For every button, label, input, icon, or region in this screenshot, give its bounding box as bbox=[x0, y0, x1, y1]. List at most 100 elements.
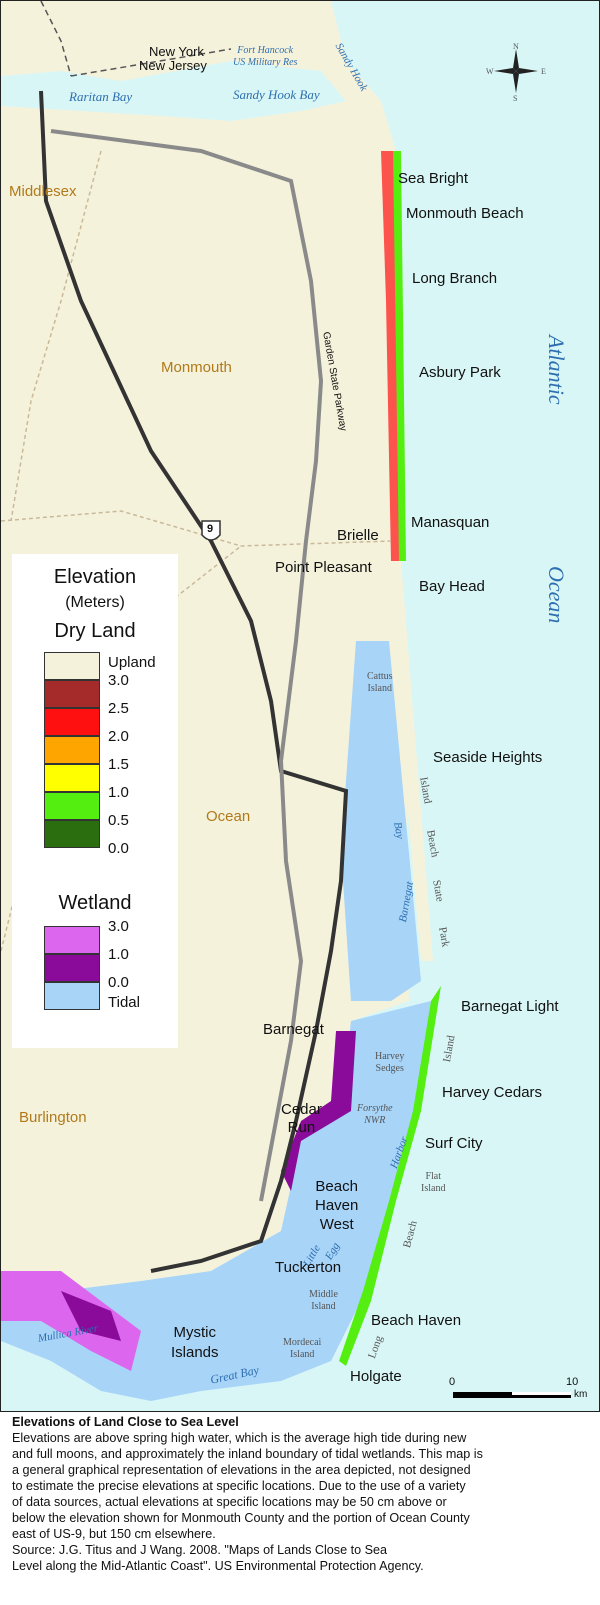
caption-title: Elevations of Land Close to Sea Level bbox=[12, 1415, 239, 1429]
caption-line: Level along the Mid-Atlantic Coast". US … bbox=[12, 1559, 424, 1573]
legend-units: (Meters) bbox=[65, 594, 125, 611]
wetland-mullica bbox=[1, 1271, 141, 1371]
legend-value-dry: 2.5 bbox=[108, 700, 129, 717]
place-bay-head: Bay Head bbox=[419, 578, 485, 595]
place-tuckerton: Tuckerton bbox=[275, 1259, 342, 1276]
coastal-fringe-green bbox=[393, 151, 406, 561]
legend-swatch-dry bbox=[44, 764, 100, 792]
caption-line: to estimate the precise elevations at sp… bbox=[12, 1479, 466, 1493]
route-9-shield-icon bbox=[201, 520, 221, 541]
county-line bbox=[1, 545, 242, 952]
place-beach-haven: Beach Haven bbox=[371, 1312, 462, 1329]
caption-line: Source: J.G. Titus and J Wang. 2008. "Ma… bbox=[12, 1543, 388, 1557]
place-sea-bright: Sea Bright bbox=[398, 170, 469, 187]
caption-line: of data sources, actual elevations at sp… bbox=[12, 1495, 447, 1509]
legend-value-dry: 0.0 bbox=[108, 840, 129, 857]
legend: Elevation (Meters) Dry Land Wetland Upla… bbox=[12, 554, 178, 1048]
legend-label-upland: Upland bbox=[108, 654, 156, 671]
lbi bbox=[339, 986, 441, 1366]
county-middlesex: Middlesex bbox=[9, 183, 77, 200]
label-route-9: 9 bbox=[207, 523, 214, 535]
legend-swatch-dry bbox=[44, 820, 100, 848]
label-raritan-bay: Raritan Bay bbox=[69, 89, 133, 104]
compass-rose-icon bbox=[494, 49, 538, 93]
wetland-forsythe bbox=[281, 1031, 356, 1191]
label-harvey-sedges: Harvey Sedges bbox=[375, 1051, 405, 1074]
label-sandy-hook-bay: Sandy Hook Bay bbox=[233, 87, 320, 102]
scale-unit: km bbox=[574, 1389, 588, 1400]
label-fort-hancock: Fort Hancock US Military Res bbox=[233, 45, 298, 68]
county-ocean: Ocean bbox=[206, 808, 251, 825]
legend-title: Elevation bbox=[53, 566, 137, 588]
county-burlington: Burlington bbox=[19, 1109, 87, 1126]
label-new-york: New York bbox=[149, 44, 204, 59]
caption-line: below the elevation shown for Monmouth C… bbox=[12, 1511, 470, 1525]
caption-line: east of US-9, but 150 cm elsewhere. bbox=[12, 1527, 216, 1541]
place-manasquan: Manasquan bbox=[411, 514, 490, 531]
legend-swatch-wet bbox=[44, 954, 100, 982]
label-ocean: Ocean bbox=[544, 566, 569, 624]
place-asbury-park: Asbury Park bbox=[419, 364, 501, 381]
state-line bbox=[70, 48, 232, 77]
caption-line: a general graphical representation of el… bbox=[12, 1463, 471, 1477]
legend-value-dry: 1.0 bbox=[108, 784, 129, 801]
state-line bbox=[40, 1, 72, 77]
legend-value-wet: 1.0 bbox=[108, 946, 129, 963]
legend-value-dry: 3.0 bbox=[108, 672, 129, 689]
lbi-tidal bbox=[1, 1001, 431, 1401]
place-monmouth-beach: Monmouth Beach bbox=[406, 205, 524, 222]
place-holgate: Holgate bbox=[350, 1368, 402, 1385]
place-long-branch: Long Branch bbox=[412, 270, 498, 287]
caption-line: and full moons, and approximately the in… bbox=[12, 1447, 483, 1461]
wetland-mullica-dark bbox=[61, 1291, 121, 1341]
county-monmouth: Monmouth bbox=[161, 359, 232, 376]
raritan-bay bbox=[1, 61, 346, 121]
place-surf-city: Surf City bbox=[425, 1135, 483, 1152]
legend-value-dry: 0.5 bbox=[108, 812, 129, 829]
place-barnegat-light: Barnegat Light bbox=[461, 998, 559, 1015]
legend-value-dry: 1.5 bbox=[108, 756, 129, 773]
compass-e: E bbox=[541, 67, 546, 76]
compass-w: W bbox=[486, 67, 494, 76]
label-middle-island: Middle Island bbox=[309, 1289, 338, 1312]
compass-s: S bbox=[513, 94, 518, 103]
legend-swatch-dry bbox=[44, 708, 100, 736]
place-cedar-run: Cedar Run bbox=[281, 1101, 322, 1136]
legend-swatch-dry bbox=[44, 652, 100, 680]
legend-label-tidal: Tidal bbox=[108, 994, 140, 1011]
legend-wetland: Wetland bbox=[58, 892, 132, 914]
place-seaside-heights: Seaside Heights bbox=[433, 749, 543, 766]
place-brielle: Brielle bbox=[337, 527, 379, 544]
place-barnegat: Barnegat bbox=[263, 1021, 324, 1038]
caption: Elevations of Land Close to Sea Level El… bbox=[12, 1414, 592, 1574]
place-harvey-cedars: Harvey Cedars bbox=[442, 1084, 543, 1101]
label-atlantic: Atlantic bbox=[544, 335, 569, 405]
label-mordecai-island: Mordecai Island bbox=[283, 1337, 322, 1360]
scale-bar bbox=[453, 1392, 571, 1398]
map: N S E W New York New Jersey Fort Hancock… bbox=[0, 0, 600, 1412]
legend-value-wet: 3.0 bbox=[108, 918, 129, 935]
compass-n: N bbox=[513, 42, 519, 51]
county-line bbox=[1, 510, 392, 547]
legend-swatch-wet bbox=[44, 926, 100, 954]
place-mystic-islands: Mystic Islands bbox=[171, 1324, 219, 1361]
legend-value-wet: 0.0 bbox=[108, 974, 129, 991]
barnegat-bay bbox=[341, 641, 421, 1001]
legend-dry-land: Dry Land bbox=[54, 620, 136, 642]
label-new-jersey: New Jersey bbox=[139, 58, 207, 73]
garden-state-parkway bbox=[50, 129, 324, 1202]
place-beach-haven-west: Beach Haven West bbox=[315, 1178, 359, 1233]
legend-swatch-dry bbox=[44, 792, 100, 820]
legend-swatch-dry bbox=[44, 736, 100, 764]
scale-min: 0 bbox=[449, 1376, 456, 1388]
label-cattus-island: Cattus Island bbox=[367, 671, 393, 694]
caption-line: Elevations are above spring high water, … bbox=[12, 1431, 467, 1445]
route-9 bbox=[39, 90, 349, 1273]
barrier-island-north bbox=[386, 561, 433, 961]
place-point-pleasant: Point Pleasant bbox=[275, 559, 372, 576]
county-line bbox=[10, 150, 102, 522]
label-forsythe-nwr: Forsythe NWR bbox=[357, 1103, 393, 1126]
legend-swatch-dry bbox=[44, 680, 100, 708]
scale-max: 10 bbox=[566, 1376, 579, 1388]
legend-value-dry: 2.0 bbox=[108, 728, 129, 745]
